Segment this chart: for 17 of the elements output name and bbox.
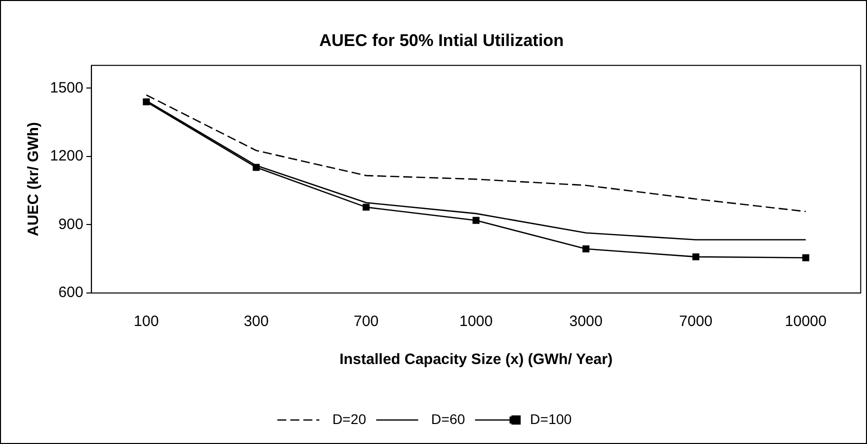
y-tick-label: 1500 [50, 79, 84, 96]
x-tick-label: 100 [134, 313, 159, 330]
x-tick-label: 10000 [784, 313, 827, 330]
x-axis-title: Installed Capacity Size (x) (GWh/ Year) [339, 351, 613, 368]
legend-label: D=60 [431, 410, 466, 427]
legend-label: D=100 [530, 410, 572, 427]
chart-title: AUEC for 50% Intial Utilization [319, 30, 564, 50]
x-tick-label: 3000 [569, 313, 603, 330]
x-tick-label: 700 [354, 313, 379, 330]
y-tick-label: 900 [58, 216, 84, 233]
y-tick-label: 1200 [50, 148, 84, 165]
x-tick-label: 300 [244, 313, 269, 330]
legend-label: D=20 [332, 410, 366, 427]
x-tick-label: 7000 [679, 313, 713, 330]
y-axis-title: AUEC (kr/ GWh) [25, 122, 42, 236]
y-tick-label: 600 [58, 284, 84, 302]
x-tick-label: 1000 [459, 313, 493, 330]
